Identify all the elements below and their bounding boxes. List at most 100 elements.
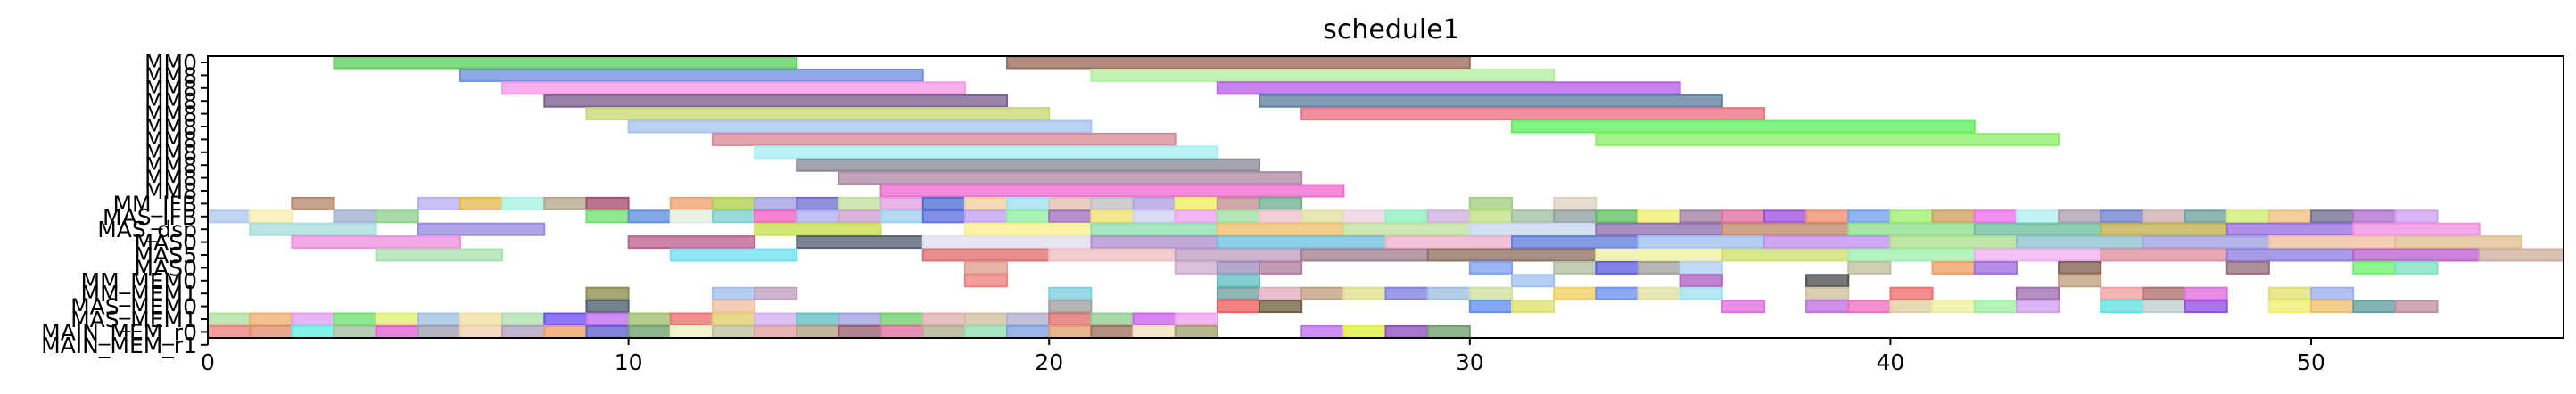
gantt-bar-mas-ifb-68: [1553, 209, 1598, 224]
gantt-bar-mas-mem0-192: [2015, 300, 2060, 314]
gantt-bar-mas-ifb-53: [921, 209, 966, 224]
gantt-bar-mm1-3: [1090, 68, 1556, 82]
gantt-bar-mas-mem1-202: [291, 312, 335, 326]
gantt-bar-mm-ifb-31: [963, 196, 1009, 210]
gantt-bar-mas2-134: [963, 260, 1009, 275]
gantt-bar-mm-mem1-172: [1889, 286, 1934, 300]
gantt-bar-mas-ifb-45: [585, 209, 630, 224]
gantt-bar-mas-ifb-87: [2352, 209, 2397, 224]
gantt-bar-main-mem-r0-225: [249, 324, 293, 339]
gantt-bar-mas-ifb-62: [1300, 209, 1345, 224]
gantt-bar-main-mem-r0-243: [1006, 324, 1051, 339]
gantt-bar-main-mem-r0-244: [1048, 324, 1093, 339]
gantt-bar-mm-mem1-162: [1300, 286, 1345, 300]
gantt-bar-mas1-128: [1847, 248, 1976, 262]
gantt-bar-mas2-138: [1468, 260, 1513, 275]
gantt-bar-mm-mem1-163: [1342, 286, 1387, 300]
bars-layer: [207, 55, 2564, 339]
gantt-bar-mas-mem0-191: [1973, 300, 2018, 314]
gantt-bar-mas-mem1-211: [669, 312, 714, 326]
gantt-bar-mas-mem0-189: [1889, 300, 1934, 314]
gantt-bar-mm-mem1-167: [1553, 286, 1598, 300]
gantt-bar-main-mem-r0-242: [963, 324, 1009, 339]
gantt-bar-mm-ifb-20: [458, 196, 504, 210]
gantt-bar-mas-ifb-88: [2394, 209, 2439, 224]
gantt-bar-mas1-119: [375, 248, 504, 262]
gantt-bar-mas-ifb-79: [2015, 209, 2060, 224]
gantt-bar-mas2-141: [1637, 260, 1681, 275]
gantt-bar-mas-dsp-101: [2100, 222, 2228, 236]
gantt-bar-mas0-108: [1090, 235, 1218, 250]
x-tick-label-0: 0: [201, 349, 215, 375]
gantt-bar-mas-ifb-84: [2225, 209, 2270, 224]
gantt-bar-mas-ifb-54: [963, 209, 1009, 224]
gantt-bar-mas-mem0-180: [711, 300, 756, 314]
gantt-bar-mas-ifb-86: [2310, 209, 2355, 224]
gantt-bar-mm-mem1-170: [1679, 286, 1723, 300]
gantt-bar-mas-mem1-220: [1048, 312, 1093, 326]
chart-title: schedule1: [1323, 14, 1460, 45]
gantt-bar-mas-dsp-103: [2352, 222, 2481, 236]
gantt-bar-mas-dsp-89: [249, 222, 377, 236]
gantt-bar-mm-ifb-19: [417, 196, 461, 210]
y-tick-label-18: MM_MEM1: [81, 281, 197, 307]
y-tick-label-17: MM_MEM0: [81, 268, 197, 294]
y-tick-label-8: MM8: [144, 152, 197, 178]
gantt-bar-mm-mem0-151: [1216, 274, 1261, 288]
gantt-bar-mas1-124: [1300, 248, 1429, 262]
gantt-bar-mm-mem1-175: [2142, 286, 2186, 300]
gantt-bar-main-mem-r0-229: [417, 324, 461, 339]
gantt-bar-mas2-144: [1931, 260, 1976, 275]
gantt-bar-mas-ifb-52: [879, 209, 924, 224]
gantt-bar-mas0-116: [2142, 235, 2270, 250]
gantt-bar-mas-ifb-81: [2100, 209, 2144, 224]
gantt-bar-mas2-146: [2058, 260, 2102, 275]
gantt-bar-mas-ifb-58: [1132, 209, 1177, 224]
y-tick-label-2: MM8: [144, 76, 197, 102]
gantt-bar-mm-mem0-155: [2058, 274, 2102, 288]
gantt-bar-mm9-16: [838, 171, 1303, 185]
gantt-bar-mm-mem1-159: [1048, 286, 1093, 300]
y-tick-label-11: MM_IFB: [112, 191, 197, 217]
gantt-bar-mas-mem0-194: [2142, 300, 2186, 314]
gantt-bar-mm-ifb-30: [921, 196, 966, 210]
gantt-bar-mas0-111: [1510, 235, 1639, 250]
gantt-bar-mas-mem0-179: [585, 300, 630, 314]
gantt-bar-mas0-112: [1637, 235, 1765, 250]
gantt-bar-mas-mem1-214: [796, 312, 840, 326]
y-tick-label-20: MAS_MEM1: [70, 307, 197, 332]
x-tick-label-30: 30: [1456, 349, 1484, 375]
gantt-bar-mas-ifb-82: [2142, 209, 2186, 224]
gantt-bar-mm-mem1-161: [1259, 286, 1303, 300]
x-axis: 0 10 20 30 40 50: [201, 338, 2325, 375]
gantt-bar-main-mem-r0-227: [333, 324, 377, 339]
x-tick-label-40: 40: [1877, 349, 1905, 375]
gantt-bar-mas-mem0-182: [1216, 300, 1261, 314]
gantt-bar-mas0-113: [1763, 235, 1892, 250]
gantt-bar-mas-mem1-204: [375, 312, 419, 326]
gantt-bar-mas2-136: [1216, 260, 1261, 275]
gantt-bar-mm3-6: [543, 94, 1009, 108]
gantt-bar-mas-dsp-90: [417, 222, 546, 236]
gantt-bar-mm-mem1-178: [2310, 286, 2355, 300]
gantt-bar-mas-dsp-95: [1342, 222, 1471, 236]
gantt-bar-mas-dsp-94: [1216, 222, 1345, 236]
gantt-bar-mas-ifb-78: [1973, 209, 2018, 224]
gantt-bar-mm0-0: [333, 55, 798, 70]
gantt-bar-mas-ifb-42: [249, 209, 293, 224]
gantt-bar-mas2-140: [1595, 260, 1639, 275]
gantt-bar-mm-mem1-173: [2015, 286, 2060, 300]
gantt-bar-mas-ifb-61: [1259, 209, 1303, 224]
gantt-bar-mas-ifb-64: [1384, 209, 1429, 224]
gantt-bar-mas2-139: [1553, 260, 1598, 275]
gantt-bar-mas-mem1-205: [417, 312, 461, 326]
gantt-bar-mas-mem1-208: [543, 312, 588, 326]
gantt-bar-main-mem-r0-231: [501, 324, 546, 339]
gantt-bar-mas1-131: [2225, 248, 2355, 262]
x-tick-label-20: 20: [1035, 349, 1063, 375]
y-tick-label-1: MM8: [144, 62, 197, 88]
gantt-bar-mas-mem1-209: [585, 312, 630, 326]
gantt-bar-mas1-132: [2352, 248, 2481, 262]
gantt-bar-main-mem-r0-237: [754, 324, 798, 339]
y-tick-label-7: MM8: [144, 140, 197, 166]
